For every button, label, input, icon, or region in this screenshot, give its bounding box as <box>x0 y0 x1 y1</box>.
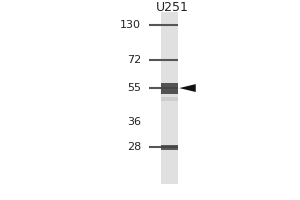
Bar <box>161 97 178 101</box>
Text: 36: 36 <box>127 117 141 127</box>
Text: 55: 55 <box>127 83 141 93</box>
Text: 28: 28 <box>127 142 141 152</box>
Polygon shape <box>179 84 196 92</box>
Bar <box>161 12 178 184</box>
Text: U251: U251 <box>156 1 189 14</box>
Bar <box>161 145 178 150</box>
Text: 130: 130 <box>120 20 141 30</box>
Bar <box>161 83 178 94</box>
Text: 72: 72 <box>127 55 141 65</box>
